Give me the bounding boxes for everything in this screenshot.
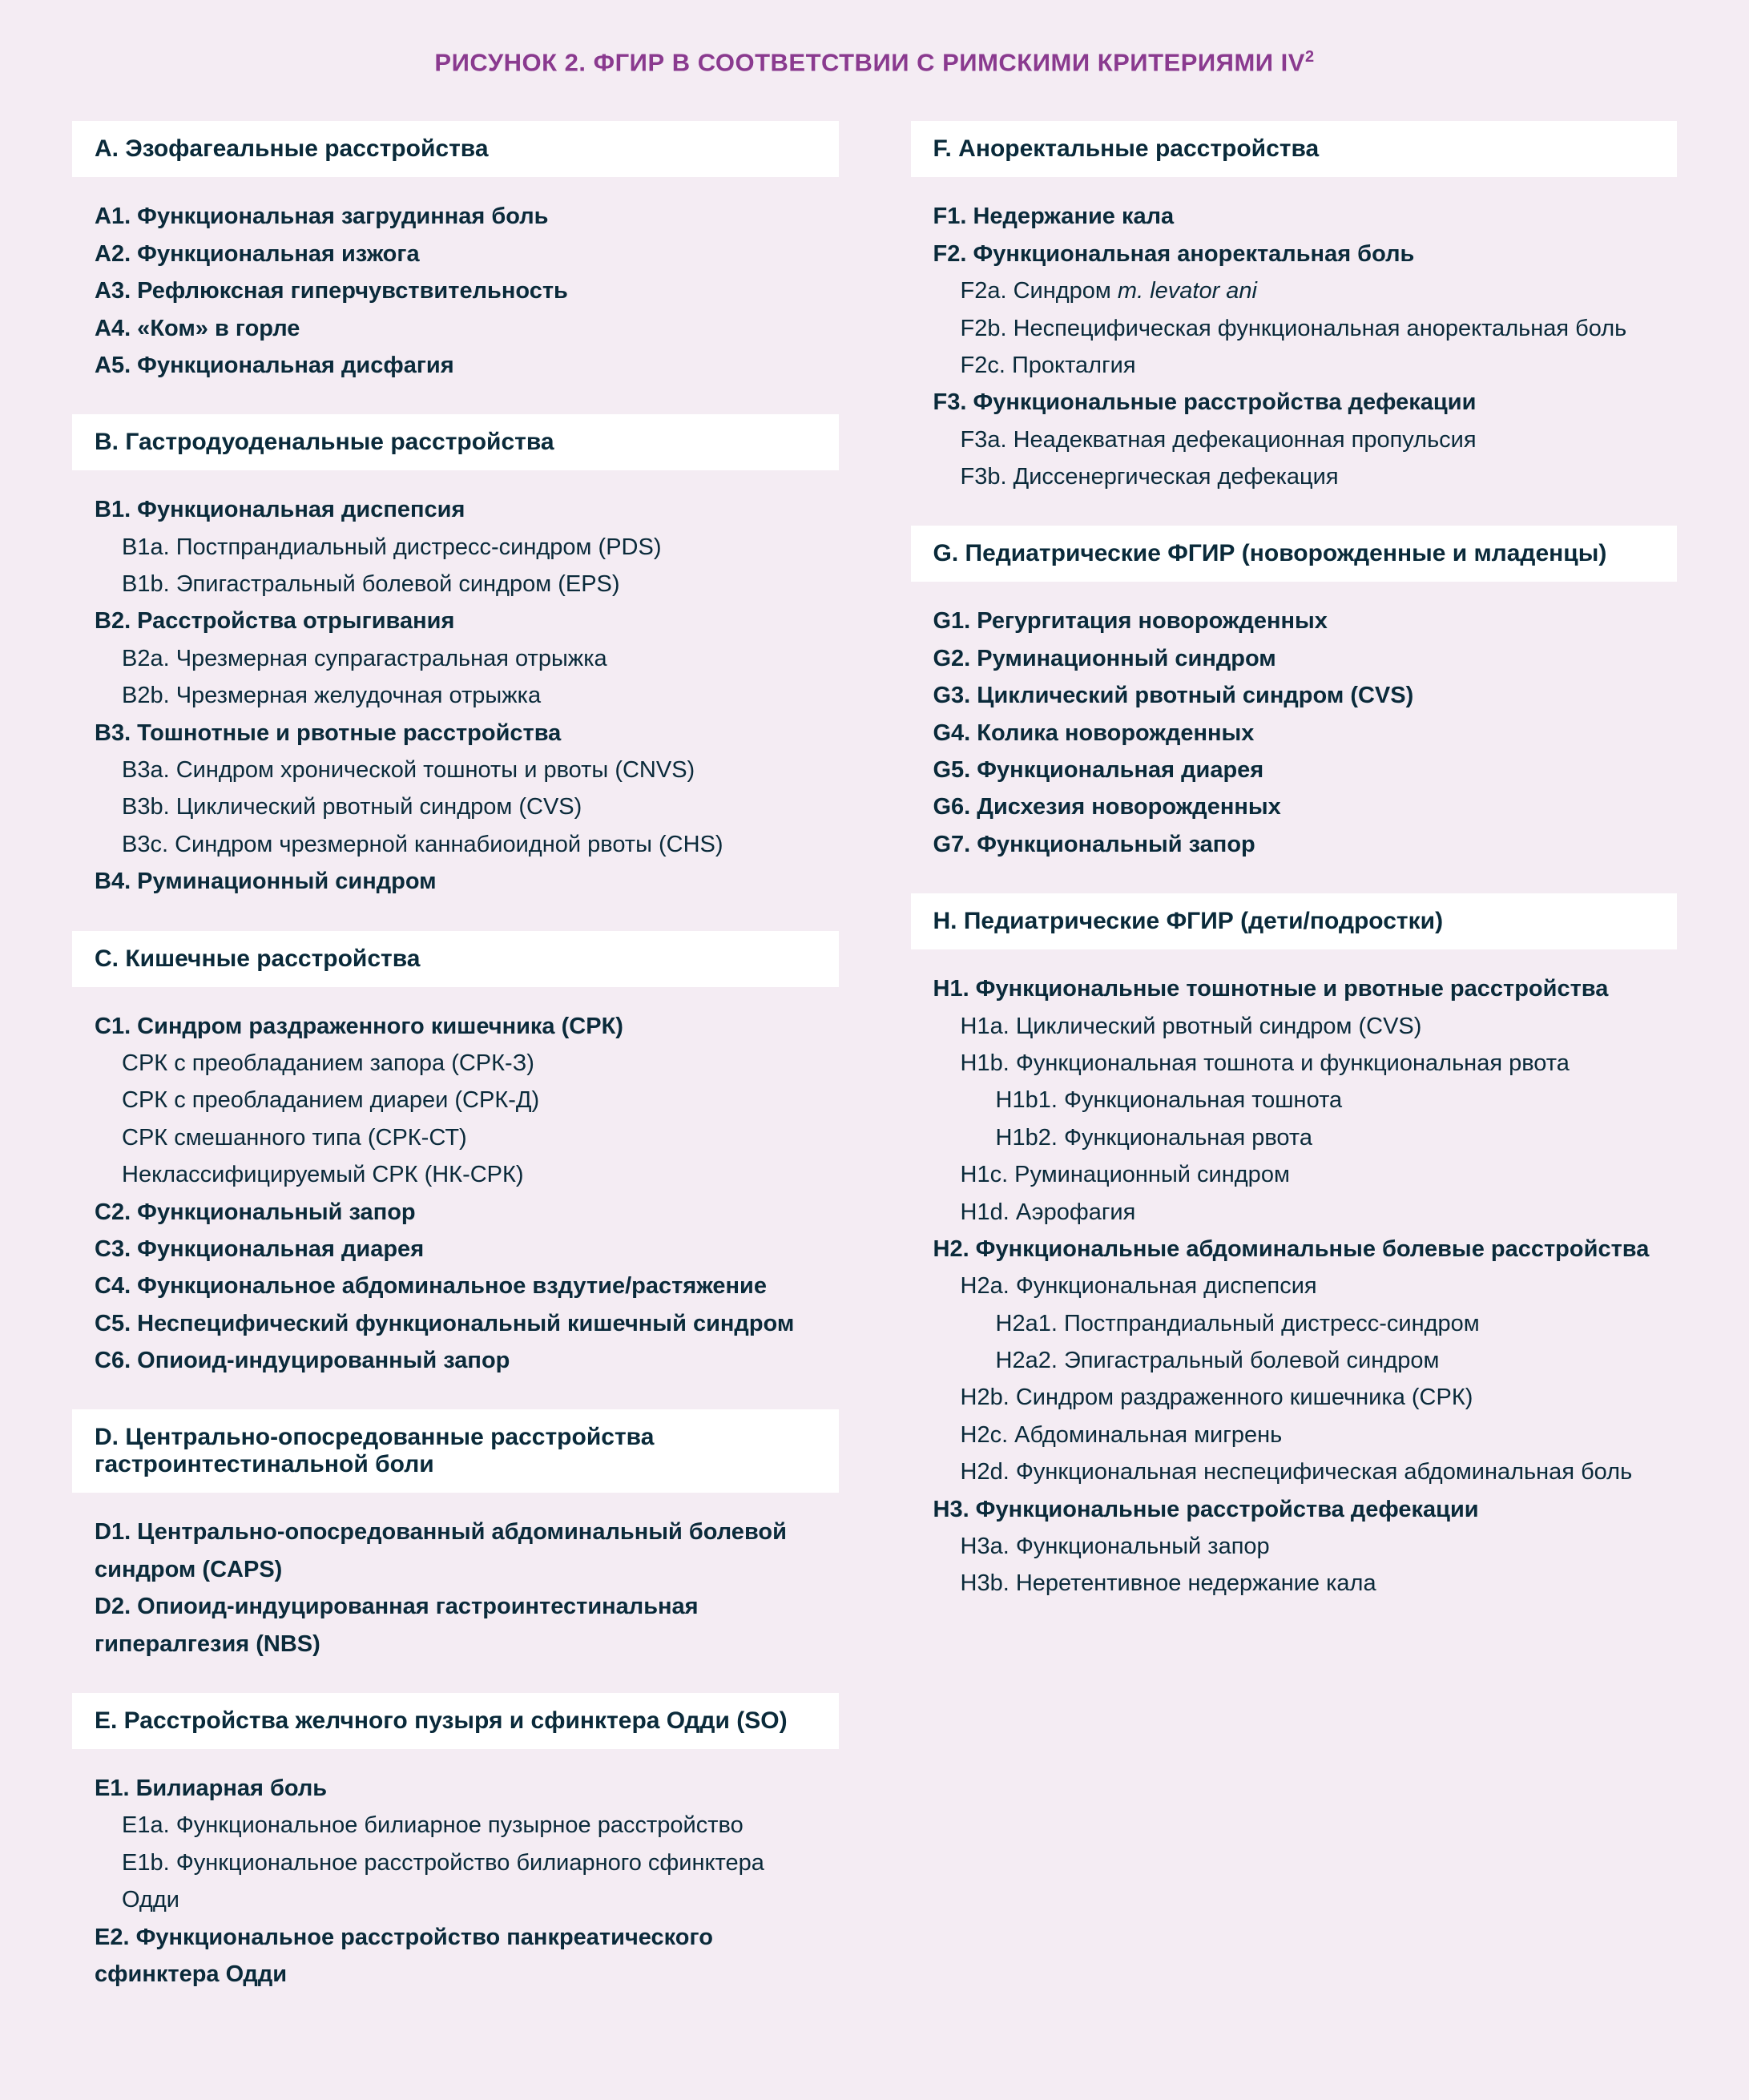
section-header: D. Центрально-опосредованные расстройств…: [72, 1409, 839, 1493]
figure-title-text: РИСУНОК 2. ФГИР В СООТВЕТСТВИИ С РИМСКИМ…: [434, 48, 1305, 76]
section-body: G1. Регургитация новорожденныхG2. Румина…: [911, 603, 1678, 868]
section-header: E. Расстройства желчного пузыря и сфинкт…: [72, 1693, 839, 1749]
list-item: Неклассифицируемый СРК (НК-СРК): [95, 1156, 816, 1193]
list-item: E1. Билиарная боль: [95, 1770, 816, 1807]
list-item: F1. Недержание кала: [933, 198, 1655, 235]
list-item: F3b. Диссенергическая дефекация: [933, 458, 1655, 495]
list-item: B2b. Чрезмерная желудочная отрыжка: [95, 677, 816, 714]
list-item: СРК с преобладанием диареи (СРК-Д): [95, 1082, 816, 1119]
list-item: G7. Функциональный запор: [933, 826, 1655, 863]
figure-title: РИСУНОК 2. ФГИР В СООТВЕТСТВИИ С РИМСКИМ…: [72, 48, 1677, 77]
list-item: F2. Функциональная аноректальная боль: [933, 236, 1655, 272]
list-item: H1b1. Функциональная тошнота: [933, 1082, 1655, 1119]
list-item: C6. Опиоид-индуцированный запор: [95, 1342, 816, 1379]
list-item: H1d. Аэрофагия: [933, 1194, 1655, 1231]
list-item-text: F2a. Синдром: [961, 278, 1118, 304]
list-item: H3. Функциональные расстройства дефекаци…: [933, 1491, 1655, 1528]
section-body: B1. Функциональная диспепсияB1a. Постпра…: [72, 491, 839, 905]
list-item-italic: m. levator ani: [1118, 278, 1257, 304]
list-item: E2. Функциональное расстройство панкреат…: [95, 1919, 816, 1993]
list-item: H2. Функциональные абдоминальные болевые…: [933, 1231, 1655, 1268]
section-body: A1. Функциональная загрудинная больA2. Ф…: [72, 198, 839, 389]
list-item: H1b. Функциональная тошнота и функционал…: [933, 1045, 1655, 1082]
list-item: G5. Функциональная диарея: [933, 752, 1655, 788]
list-item: D2. Опиоид-индуцированная гастроинтестин…: [95, 1588, 816, 1663]
list-item: A3. Рефлюксная гиперчувствительность: [95, 272, 816, 309]
list-item: H3b. Неретентивное недержание кала: [933, 1565, 1655, 1602]
column-left: A. Эзофагеальные расстройства A1. Функцио…: [72, 121, 839, 1997]
list-item: H2a. Функциональная диспепсия: [933, 1268, 1655, 1304]
column-right: F. Аноректальные расстройства F1. Недержа…: [911, 121, 1678, 1997]
list-item: B2a. Чрезмерная супрагастральная отрыжка: [95, 640, 816, 677]
section-header: G. Педиатрические ФГИР (новорожденные и …: [911, 526, 1678, 582]
list-item: F3a. Неадекватная дефекационная пропульс…: [933, 421, 1655, 458]
list-item: H1. Функциональные тошнотные и рвотные р…: [933, 970, 1655, 1007]
section-body: F1. Недержание калаF2. Функциональная ан…: [911, 198, 1678, 500]
list-item: A1. Функциональная загрудинная боль: [95, 198, 816, 235]
list-item: G2. Руминационный синдром: [933, 640, 1655, 677]
list-item: B3b. Циклический рвотный синдром (CVS): [95, 788, 816, 825]
list-item: D1. Центрально-опосредованный абдоминаль…: [95, 1514, 816, 1588]
section-body: E1. Билиарная больE1a. Функциональное би…: [72, 1770, 839, 1997]
list-item: H1b2. Функциональная рвота: [933, 1119, 1655, 1156]
list-item: H2c. Абдоминальная мигрень: [933, 1417, 1655, 1453]
list-item: E1a. Функциональное билиарное пузырное р…: [95, 1807, 816, 1844]
list-item: C4. Функциональное абдоминальное вздутие…: [95, 1268, 816, 1304]
list-item: B2. Расстройства отрыгивания: [95, 603, 816, 639]
list-item: C2. Функциональный запор: [95, 1194, 816, 1231]
section-header: C. Кишечные расстройства: [72, 931, 839, 987]
list-item: H1a. Циклический рвотный синдром (CVS): [933, 1008, 1655, 1045]
columns-wrapper: A. Эзофагеальные расстройства A1. Функцио…: [72, 121, 1677, 1997]
section-header: B. Гастродуоденальные расстройства: [72, 414, 839, 470]
section-header: F. Аноректальные расстройства: [911, 121, 1678, 177]
list-item: H3a. Функциональный запор: [933, 1528, 1655, 1565]
list-item: A5. Функциональная дисфагия: [95, 347, 816, 384]
list-item: B4. Руминационный синдром: [95, 863, 816, 900]
list-item: E1b. Функциональное расстройство билиарн…: [95, 1844, 816, 1919]
list-item: F2b. Неспецифическая функциональная анор…: [933, 310, 1655, 347]
list-item: B1. Функциональная диспепсия: [95, 491, 816, 528]
list-item: H1c. Руминационный синдром: [933, 1156, 1655, 1193]
list-item: G1. Регургитация новорожденных: [933, 603, 1655, 639]
list-item: G4. Колика новорожденных: [933, 715, 1655, 752]
list-item: A2. Функциональная изжога: [95, 236, 816, 272]
section-header: A. Эзофагеальные расстройства: [72, 121, 839, 177]
list-item: СРК с преобладанием запора (СРК-З): [95, 1045, 816, 1082]
list-item: C5. Неспецифический функциональный кишеч…: [95, 1305, 816, 1342]
list-item: G6. Дисхезия новорожденных: [933, 788, 1655, 825]
list-item: B3a. Синдром хронической тошноты и рвоты…: [95, 752, 816, 788]
list-item: H2a1. Постпрандиальный дистресс-синдром: [933, 1305, 1655, 1342]
list-item: H2b. Синдром раздраженного кишечника (СР…: [933, 1379, 1655, 1416]
section-body: H1. Функциональные тошнотные и рвотные р…: [911, 970, 1678, 1607]
list-item: A4. «Ком» в горле: [95, 310, 816, 347]
list-item: СРК смешанного типа (СРК-СТ): [95, 1119, 816, 1156]
list-item: G3. Циклический рвотный синдром (CVS): [933, 677, 1655, 714]
list-item: B1b. Эпигастральный болевой синдром (EPS…: [95, 566, 816, 603]
section-body: C1. Синдром раздраженного кишечника (СРК…: [72, 1008, 839, 1385]
list-item: F2c. Прокталгия: [933, 347, 1655, 384]
list-item: H2a2. Эпигастральный болевой синдром: [933, 1342, 1655, 1379]
list-item: C1. Синдром раздраженного кишечника (СРК…: [95, 1008, 816, 1045]
list-item: C3. Функциональная диарея: [95, 1231, 816, 1268]
section-header: H. Педиатрические ФГИР (дети/подростки): [911, 893, 1678, 949]
list-item: F2a. Синдром m. levator ani: [933, 272, 1655, 309]
list-item: B3c. Синдром чрезмерной каннабиоидной рв…: [95, 826, 816, 863]
section-body: D1. Центрально-опосредованный абдоминаль…: [72, 1514, 839, 1667]
list-item: F3. Функциональные расстройства дефекаци…: [933, 384, 1655, 421]
figure-title-sup: 2: [1305, 48, 1315, 66]
list-item: B1a. Постпрандиальный дистресс-синдром (…: [95, 529, 816, 566]
list-item: B3. Тошнотные и рвотные расстройства: [95, 715, 816, 752]
list-item: H2d. Функциональная неспецифическая абдо…: [933, 1453, 1655, 1490]
